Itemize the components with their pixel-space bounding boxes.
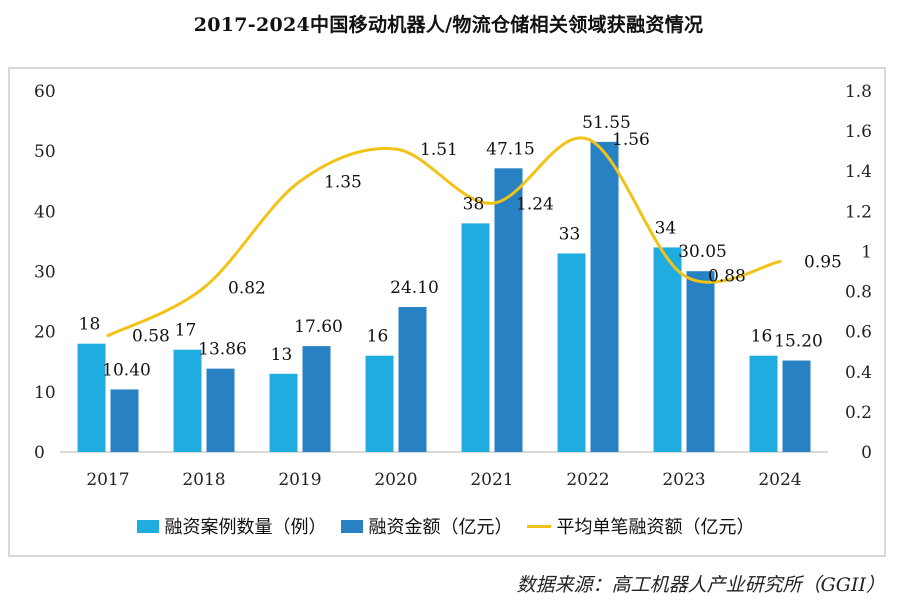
data-label-cases: 13 (271, 345, 293, 365)
bar-amount (590, 141, 619, 453)
bar-amount (686, 271, 715, 452)
y-right-tick-label: 0.4 (845, 363, 872, 383)
x-tick-label: 2023 (662, 470, 705, 490)
x-tick-label: 2018 (182, 470, 225, 490)
bar-amount (110, 389, 139, 452)
bar-amount (206, 368, 235, 452)
data-label-cases: 33 (559, 224, 581, 244)
bar-cases (653, 247, 682, 452)
y-right-tick-label: 1.8 (845, 82, 872, 102)
data-label-amount: 17.60 (294, 317, 343, 337)
data-label-avg: 0.82 (228, 279, 266, 299)
bar-amount (398, 306, 427, 452)
data-label-amount: 13.86 (198, 340, 247, 360)
bar-amount (494, 168, 523, 453)
y-right-tick-label: 0 (861, 443, 872, 463)
bar-amount (782, 360, 811, 452)
bar-cases (461, 223, 490, 452)
data-label-avg: 0.88 (708, 267, 746, 287)
legend-swatch-avg (526, 524, 551, 528)
x-tick-label: 2019 (278, 470, 321, 490)
bar-cases (749, 355, 778, 452)
x-tick-label: 2017 (86, 470, 129, 490)
data-label-cases: 16 (367, 327, 389, 347)
y-right-tick-label: 1.6 (845, 122, 872, 142)
bar-cases (365, 355, 394, 452)
line-avg-financing (106, 136, 782, 338)
y-right-tick-label: 1 (861, 242, 872, 262)
legend-item-cases: 融资案例数量（例） (136, 513, 327, 539)
legend-swatch-cases (136, 519, 159, 533)
y-left-tick-label: 30 (34, 263, 56, 283)
x-tick-label: 2021 (470, 470, 513, 490)
data-source: 数据来源：高工机器人产业研究所（GGII） (516, 574, 885, 596)
data-label-amount: 24.10 (390, 278, 439, 298)
data-label-cases: 34 (655, 218, 677, 238)
bar-cases (173, 349, 202, 452)
bar-cases (77, 343, 106, 452)
bar-cases (269, 373, 298, 452)
y-left-tick-label: 0 (34, 443, 45, 463)
legend-label-cases: 融资案例数量（例） (164, 517, 327, 538)
data-label-avg: 1.35 (324, 172, 362, 192)
legend-swatch-amount (340, 519, 363, 533)
y-right-tick-label: 1.4 (845, 162, 872, 182)
chart-legend: 融资案例数量（例） 融资金额（亿元） 平均单笔融资额（亿元） (0, 513, 897, 539)
chart-title: 2017-2024中国移动机器人/物流仓储相关领域获融资情况 (193, 14, 704, 36)
x-tick-label: 2024 (758, 470, 801, 490)
y-right-tick-label: 0.6 (845, 323, 872, 343)
y-left-tick-label: 20 (34, 323, 56, 343)
y-left-tick-label: 60 (34, 82, 56, 102)
data-label-cases: 18 (79, 315, 101, 335)
bar-cases (557, 253, 586, 452)
legend-label-amount: 融资金额（亿元） (368, 517, 513, 538)
legend-item-amount: 融资金额（亿元） (340, 513, 513, 539)
x-tick-label: 2022 (566, 470, 609, 490)
data-label-amount: 51.55 (582, 113, 631, 133)
y-left-tick-label: 50 (34, 142, 56, 162)
data-label-amount: 10.40 (102, 360, 151, 380)
legend-item-avg: 平均单笔融资额（亿元） (526, 513, 755, 539)
chart-frame (8, 67, 886, 557)
data-label-cases: 38 (463, 194, 485, 214)
data-label-amount: 30.05 (678, 242, 727, 262)
data-label-avg: 1.51 (420, 140, 458, 160)
y-left-tick-label: 10 (34, 383, 56, 403)
data-label-avg: 1.24 (516, 194, 554, 214)
bar-amount (302, 346, 331, 452)
legend-label-avg: 平均单笔融资额（亿元） (556, 517, 755, 538)
x-tick-label: 2020 (374, 470, 417, 490)
y-right-tick-label: 1.2 (845, 202, 872, 222)
data-label-amount: 15.20 (774, 332, 823, 352)
y-right-tick-label: 0.2 (845, 403, 872, 423)
data-label-cases: 17 (175, 321, 197, 341)
data-label-avg: 1.56 (612, 130, 650, 150)
data-label-amount: 47.15 (486, 139, 535, 159)
y-right-tick-label: 0.8 (845, 283, 872, 303)
data-label-avg: 0.95 (804, 252, 842, 272)
y-left-tick-label: 40 (34, 202, 56, 222)
data-label-avg: 0.58 (132, 327, 170, 347)
data-label-cases: 16 (751, 327, 773, 347)
